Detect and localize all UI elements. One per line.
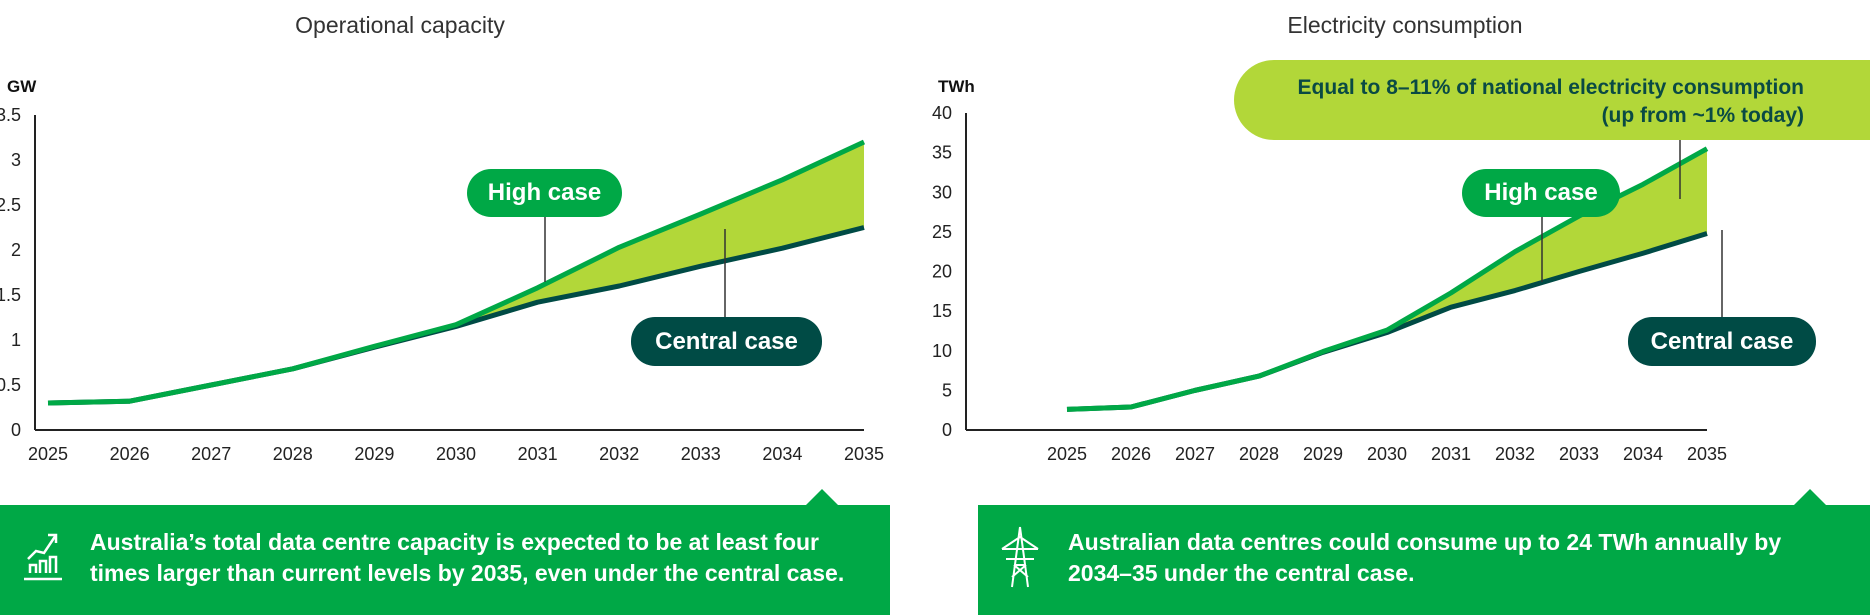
chart-title-capacity: Operational capacity (295, 12, 505, 38)
transmission-tower-icon (1001, 526, 1039, 588)
x-tick-label: 2028 (273, 444, 313, 464)
chart-title-consumption: Electricity consumption (1287, 12, 1523, 38)
y-tick-label: 3 (11, 150, 21, 170)
chart-0: 0 0.5 1 1.5 2 2.5 3 3.5 2025 2026 2027 2028 2029 2030… (0, 77, 884, 464)
x-tick-label: 2033 (681, 444, 721, 464)
x-tick-label: 2033 (1559, 444, 1599, 464)
y-tick-label: 40 (932, 103, 952, 123)
x-tick-label: 2030 (1367, 444, 1407, 464)
y-tick-label: 0 (942, 420, 952, 440)
x-tick-label: 2027 (1175, 444, 1215, 464)
x-tick-label: 2035 (1687, 444, 1727, 464)
consumption-takeaway-line-1: Australian data centres could consume up… (1068, 529, 1782, 555)
capacity-takeaway-panel: Australia’s total data centre capacity i… (0, 489, 890, 615)
high-case-label-consumption: High case (1462, 169, 1620, 217)
x-tick-label: 2035 (844, 444, 884, 464)
capacity-takeaway-line-1: Australia’s total data centre capacity i… (90, 529, 820, 555)
annotation-line-1: Equal to 8–11% of national electricity c… (1297, 76, 1804, 99)
pointer-triangle (1794, 489, 1826, 505)
x-tick-label: 2026 (110, 444, 150, 464)
high-case-line (47, 139, 866, 406)
central-case-line (1066, 231, 1708, 412)
consumption-takeaway-line-2: 2034–35 under the central case. (1068, 560, 1415, 586)
capacity-takeaway-line-2: times larger than current levels by 2035… (90, 560, 845, 586)
x-tick-label: 2025 (28, 444, 68, 464)
y-tick-label: 35 (932, 143, 952, 163)
y-tick-label: 0 (11, 420, 21, 440)
x-tick-label: 2031 (518, 444, 558, 464)
x-tick-label: 2029 (1303, 444, 1343, 464)
x-tick-label: 2034 (1623, 444, 1663, 464)
y-tick-label: 2 (11, 240, 21, 260)
consumption-share-annotation: Equal to 8–11% of national electricity c… (1234, 60, 1870, 140)
y-axis-unit-label: GW (7, 77, 37, 96)
y-tick-label: 15 (932, 301, 952, 321)
x-tick-label: 2032 (599, 444, 639, 464)
y-tick-label: 10 (932, 341, 952, 361)
y-axis-unit-label: TWh (938, 77, 975, 96)
y-tick-label: 1 (11, 330, 21, 350)
x-tick-label: 2034 (762, 444, 802, 464)
y-tick-label: 5 (942, 380, 952, 400)
growth-chart-icon (24, 533, 62, 581)
x-tick-label: 2032 (1495, 444, 1535, 464)
x-tick-label: 2028 (1239, 444, 1279, 464)
x-tick-label: 2025 (1047, 444, 1087, 464)
y-tick-label: 20 (932, 262, 952, 282)
annotation-line-2: (up from ~1% today) (1601, 104, 1804, 127)
pointer-triangle (806, 489, 838, 505)
y-tick-label: 30 (932, 182, 952, 202)
y-tick-label: 3.5 (0, 105, 21, 125)
x-tick-label: 2027 (191, 444, 231, 464)
y-tick-label: 25 (932, 222, 952, 242)
x-tick-label: 2029 (354, 444, 394, 464)
consumption-takeaway-panel: Australian data centres could consume up… (978, 489, 1870, 615)
central-case-label-capacity: Central case (631, 317, 822, 366)
y-tick-label: 2.5 (0, 195, 21, 215)
y-tick-label: 1.5 (0, 285, 21, 305)
x-tick-label: 2031 (1431, 444, 1471, 464)
high-case-label-capacity: High case (467, 169, 622, 217)
y-tick-label: 0.5 (0, 375, 21, 395)
x-tick-label: 2030 (436, 444, 476, 464)
x-tick-label: 2026 (1111, 444, 1151, 464)
central-case-label-consumption: Central case (1628, 317, 1816, 366)
